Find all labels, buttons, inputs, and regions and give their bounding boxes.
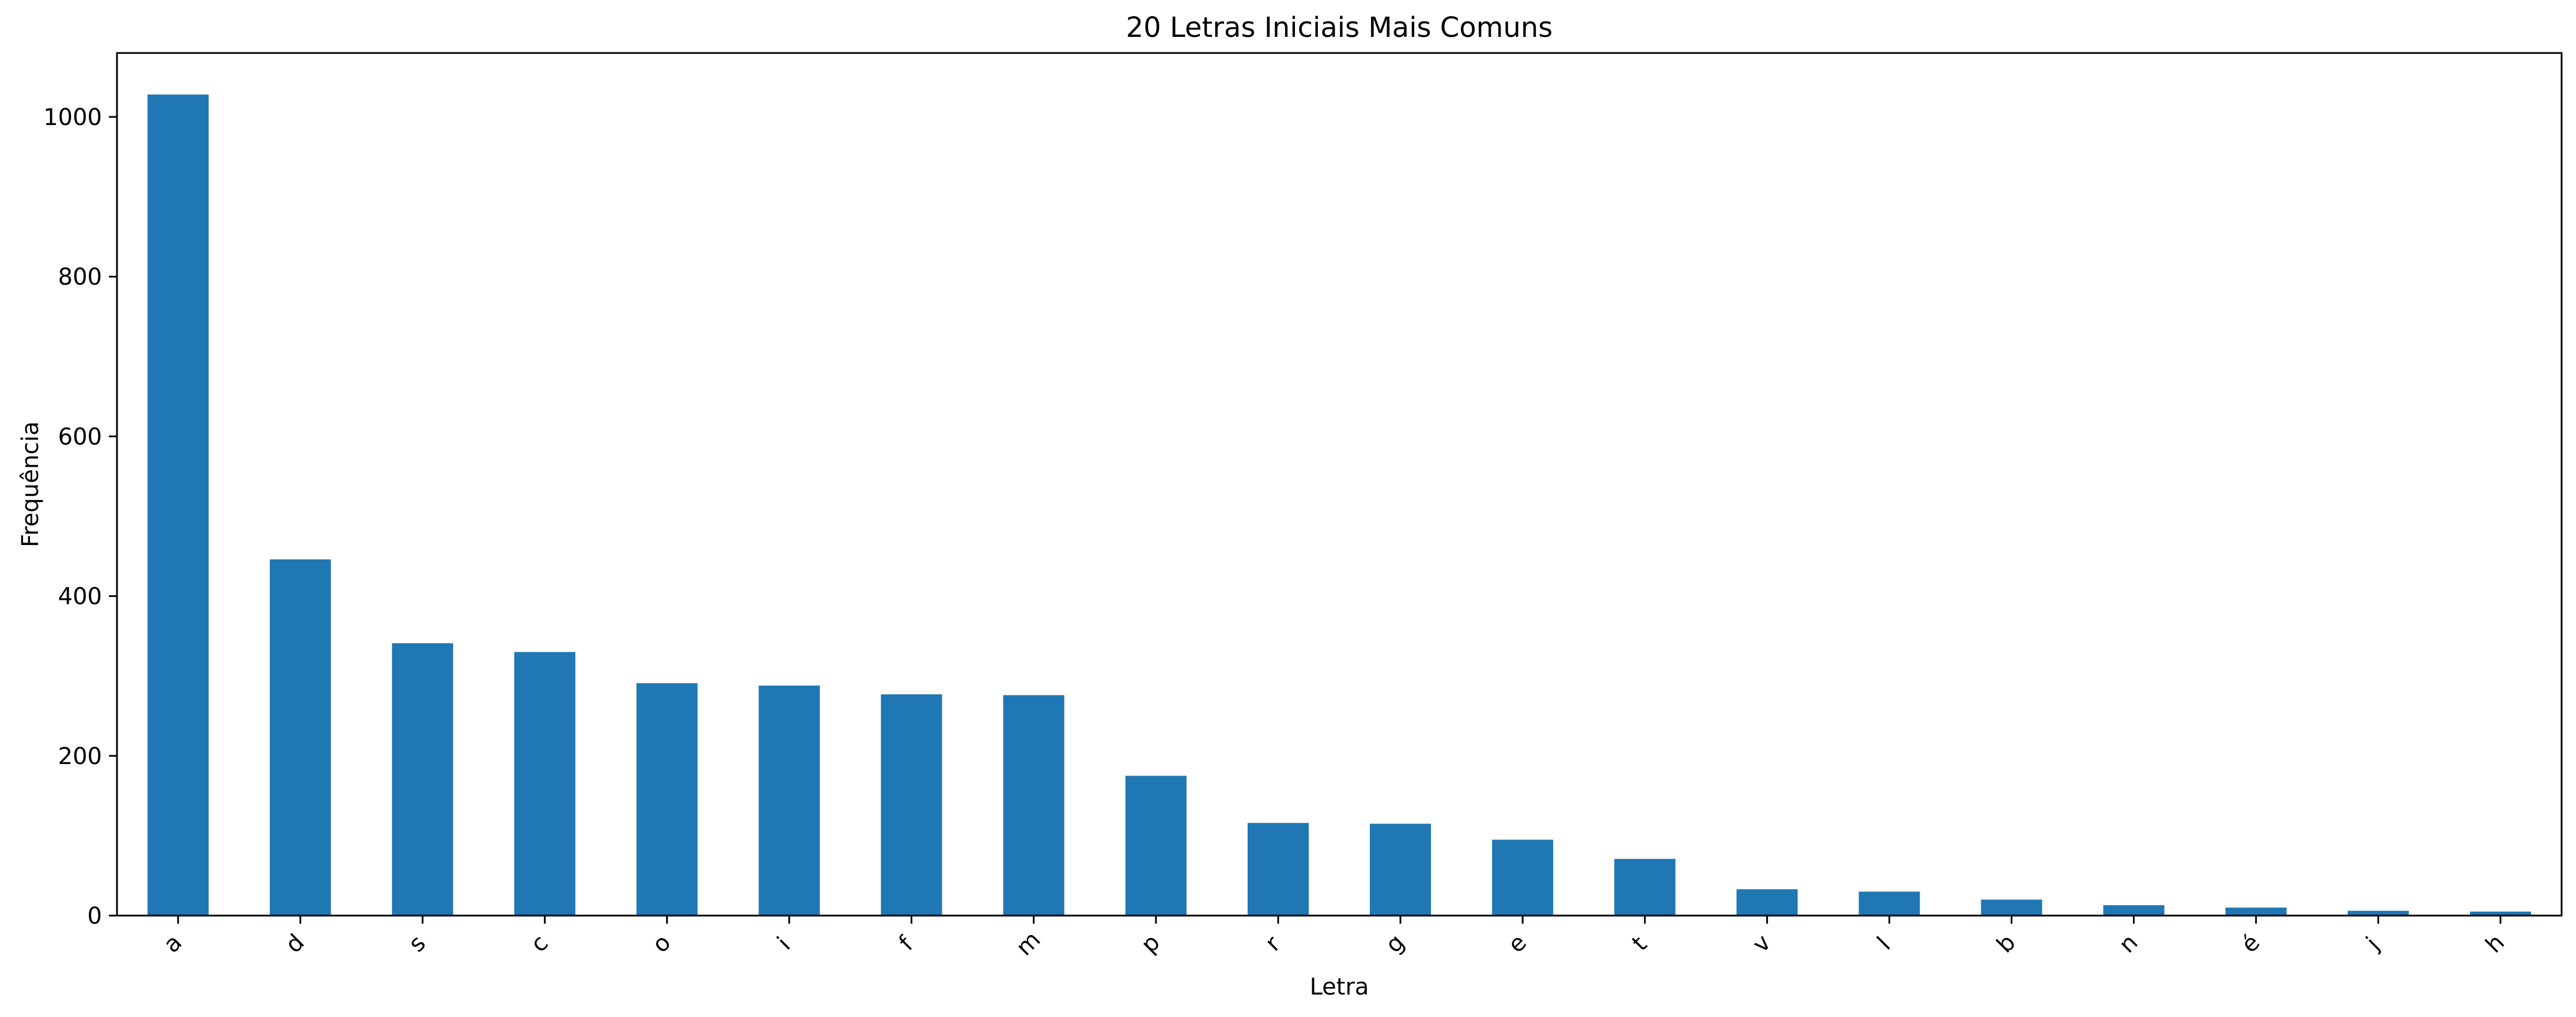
x-tick-label: i — [772, 932, 795, 955]
bar-j — [2347, 910, 2409, 916]
x-tick-label: p — [1136, 929, 1165, 958]
bar-p — [1125, 776, 1187, 916]
x-tick-label: j — [2361, 932, 2385, 956]
bar-r — [1247, 823, 1309, 916]
y-axis-label: Frequência — [17, 421, 44, 547]
y-tick-label: 200 — [58, 743, 102, 770]
y-tick-label: 600 — [58, 424, 102, 450]
bar-s — [392, 643, 454, 916]
bar-b — [1981, 899, 2042, 916]
x-tick-label: m — [1011, 927, 1046, 961]
y-tick-label: 800 — [58, 264, 102, 290]
bar-t — [1614, 859, 1676, 916]
bars-group — [148, 94, 2531, 916]
x-tick-label: é — [2237, 929, 2265, 958]
bar-v — [1736, 889, 1798, 916]
bar-f — [881, 694, 942, 916]
x-axis-label: Letra — [1310, 974, 1369, 1000]
x-tick-label: c — [526, 930, 553, 958]
chart-title: 20 Letras Iniciais Mais Comuns — [1126, 12, 1553, 44]
x-tick-label: s — [403, 930, 430, 957]
bar-d — [270, 559, 331, 916]
bar-e — [1492, 840, 1554, 916]
x-tick-label: n — [2114, 929, 2143, 958]
y-axis-ticks: 0 200 400 600 800 1000 — [43, 104, 117, 929]
bar-é — [2225, 908, 2287, 916]
x-tick-label: b — [1992, 929, 2020, 958]
x-tick-label: l — [1872, 932, 1895, 955]
y-tick-label: 1000 — [43, 104, 102, 131]
bar-h — [2469, 912, 2531, 916]
x-tick-label: o — [647, 929, 676, 958]
plot-frame — [116, 52, 2563, 917]
bar-c — [514, 652, 576, 916]
bar-n — [2103, 905, 2165, 916]
x-tick-label: f — [894, 931, 919, 956]
bar-g — [1370, 823, 1431, 916]
bar-m — [1003, 695, 1064, 916]
y-tick-label: 400 — [58, 584, 102, 610]
x-tick-label: a — [158, 929, 187, 958]
x-tick-label: e — [1503, 929, 1532, 958]
y-tick-label: 0 — [88, 903, 102, 929]
bar-l — [1859, 891, 1920, 916]
bar-o — [636, 683, 698, 916]
x-tick-label: h — [2481, 929, 2510, 958]
x-tick-label: r — [1260, 931, 1286, 956]
x-tick-label: d — [281, 929, 309, 958]
x-tick-label: t — [1627, 931, 1652, 956]
bar-a — [148, 94, 209, 916]
x-tick-label: g — [1381, 929, 1410, 958]
bar-i — [758, 685, 820, 916]
x-tick-label: v — [1748, 929, 1776, 958]
